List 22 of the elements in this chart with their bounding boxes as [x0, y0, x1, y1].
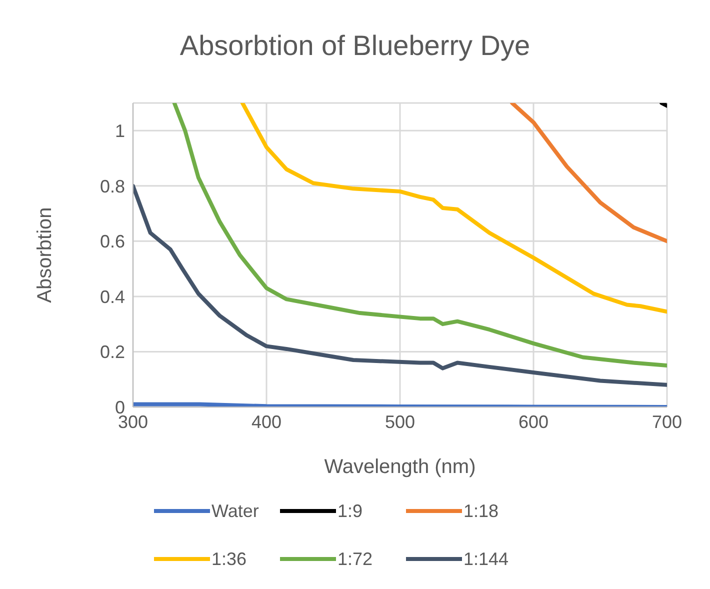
- y-tick-label: 0.2: [100, 342, 125, 362]
- x-tick-label: 400: [251, 412, 282, 432]
- y-tick-label: 1: [114, 121, 125, 142]
- legend-label: 1:72: [338, 548, 373, 571]
- y-tick-label: 0.4: [100, 286, 125, 307]
- line-series: [172, 103, 667, 368]
- legend-label: 1:144: [464, 548, 509, 571]
- y-tick-label: 0.6: [100, 232, 125, 252]
- legend-label: 1:9: [338, 500, 363, 523]
- x-tick-label: 700: [652, 412, 682, 432]
- x-tick-label: 500: [384, 412, 416, 432]
- line-series: [240, 103, 667, 314]
- y-axis-title: Absorbtion: [34, 207, 56, 303]
- y-tick-label: 0.8: [100, 176, 125, 196]
- legend-label: Water: [212, 500, 259, 523]
- line-series: [510, 103, 667, 244]
- legend-label: 1:36: [212, 548, 247, 571]
- x-axis-title: Wavelength (nm): [324, 456, 476, 478]
- legend-label: 1:18: [464, 500, 499, 523]
- chart-title: Absorbtion of Blueberry Dye: [178, 30, 532, 62]
- line-series: [133, 184, 667, 387]
- x-tick-label: 600: [518, 412, 549, 432]
